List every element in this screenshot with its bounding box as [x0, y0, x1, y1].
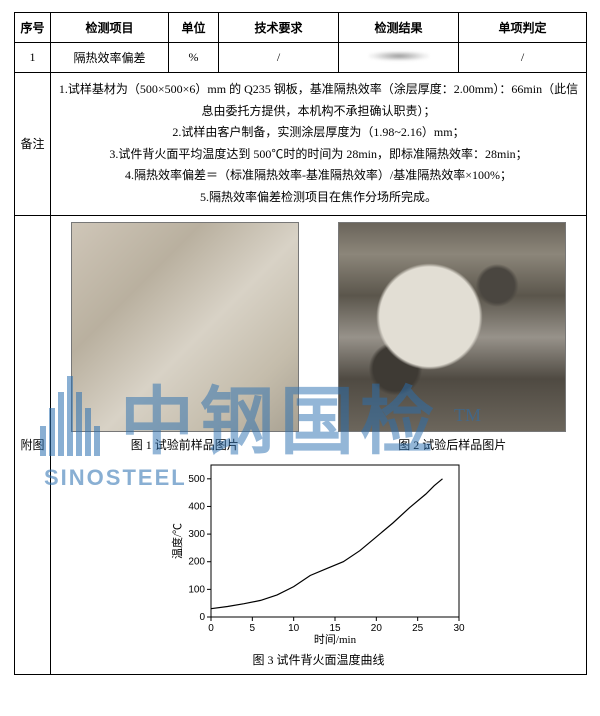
svg-text:10: 10 — [288, 623, 300, 634]
cell-unit: % — [169, 43, 219, 73]
svg-text:时间/min: 时间/min — [313, 633, 356, 646]
figures-content: 图 1 试验前样品图片 图 2 试验后样品图片 0510152025300100… — [51, 215, 587, 674]
redacted-smudge — [369, 51, 429, 61]
notes-content: 1.试样基材为（500×500×6）mm 的 Q235 钢板，基准隔热效率（涂层… — [51, 73, 587, 216]
photo-after — [338, 222, 566, 432]
svg-text:0: 0 — [208, 623, 214, 634]
svg-text:200: 200 — [188, 556, 205, 567]
hdr-item: 检测项目 — [51, 13, 169, 43]
photo-row: 图 1 试验前样品图片 图 2 试验后样品图片 — [55, 222, 582, 453]
temperature-chart: 0510152025300100200300400500时间/min温度/℃ — [169, 457, 469, 647]
svg-text:300: 300 — [188, 529, 205, 540]
figures-label: 附图 — [15, 215, 51, 674]
cell-seq: 1 — [15, 43, 51, 73]
caption-3: 图 3 试件背火面温度曲线 — [252, 651, 384, 668]
cell-judge: / — [459, 43, 587, 73]
hdr-unit: 单位 — [169, 13, 219, 43]
photo-before — [71, 222, 299, 432]
svg-text:25: 25 — [412, 623, 424, 634]
svg-text:500: 500 — [188, 473, 205, 484]
hdr-result: 检测结果 — [339, 13, 459, 43]
note-line-5: 5.隔热效率偏差检测项目在焦作分场所完成。 — [55, 187, 582, 209]
caption-1: 图 1 试验前样品图片 — [71, 436, 299, 453]
figure-2: 图 2 试验后样品图片 — [338, 222, 566, 453]
svg-text:30: 30 — [453, 623, 465, 634]
cell-result — [339, 43, 459, 73]
figure-1: 图 1 试验前样品图片 — [71, 222, 299, 453]
hdr-judge: 单项判定 — [459, 13, 587, 43]
hdr-req: 技术要求 — [219, 13, 339, 43]
svg-text:0: 0 — [199, 612, 205, 623]
svg-text:15: 15 — [329, 623, 341, 634]
cell-req: / — [219, 43, 339, 73]
svg-text:100: 100 — [188, 584, 205, 595]
svg-text:5: 5 — [249, 623, 255, 634]
header-row: 序号 检测项目 单位 技术要求 检测结果 单项判定 — [15, 13, 587, 43]
figures-row: 附图 图 1 试验前样品图片 图 2 试验后样品图片 0510152025300… — [15, 215, 587, 674]
svg-text:20: 20 — [370, 623, 382, 634]
cell-item: 隔热效率偏差 — [51, 43, 169, 73]
svg-text:温度/℃: 温度/℃ — [170, 523, 184, 559]
hdr-seq: 序号 — [15, 13, 51, 43]
notes-row: 备注 1.试样基材为（500×500×6）mm 的 Q235 钢板，基准隔热效率… — [15, 73, 587, 216]
caption-2: 图 2 试验后样品图片 — [338, 436, 566, 453]
data-row-1: 1 隔热效率偏差 % / / — [15, 43, 587, 73]
note-line-1: 1.试样基材为（500×500×6）mm 的 Q235 钢板，基准隔热效率（涂层… — [55, 79, 582, 122]
figure-3: 0510152025300100200300400500时间/min温度/℃ 图… — [55, 457, 582, 668]
note-line-4: 4.隔热效率偏差＝（标准隔热效率-基准隔热效率）/基准隔热效率×100%； — [55, 165, 582, 187]
notes-label: 备注 — [15, 73, 51, 216]
note-line-2: 2.试样由客户制备，实测涂层厚度为（1.98~2.16）mm； — [55, 122, 582, 144]
svg-text:400: 400 — [188, 501, 205, 512]
report-table: 序号 检测项目 单位 技术要求 检测结果 单项判定 1 隔热效率偏差 % / /… — [14, 12, 587, 675]
note-line-3: 3.试件背火面平均温度达到 500℃时的时间为 28min，即标准隔热效率：28… — [55, 144, 582, 166]
